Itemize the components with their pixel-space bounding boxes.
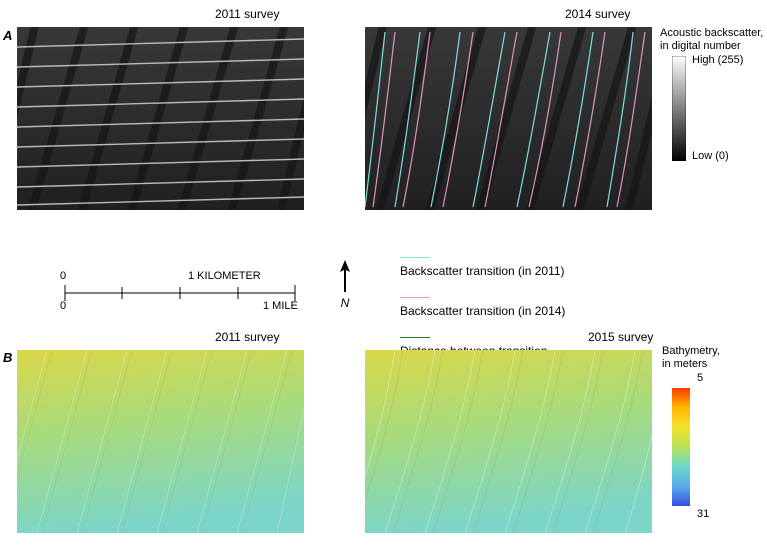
bathy-bottom-val: 31 — [697, 508, 709, 520]
backscatter-gradient-bar — [672, 56, 686, 161]
backscatter-2011-tile — [17, 27, 304, 210]
panel-b-left-title: 2011 survey — [215, 330, 279, 344]
bathy-top-val: 5 — [697, 372, 703, 384]
panel-a-left-title: 2011 survey — [215, 7, 279, 21]
north-arrow: N — [335, 260, 355, 310]
backscatter-2014-tile — [365, 27, 652, 210]
swatch-2011 — [400, 257, 430, 258]
scalebar-mile-label: 1 MILE — [263, 300, 298, 312]
bathymetry-2011-tile — [17, 350, 304, 533]
backscatter-high-label: High (255) — [692, 54, 743, 66]
panel-b-right-title: 2015 survey — [588, 330, 653, 344]
backscatter-legend-title1: Acoustic backscatter, — [660, 27, 763, 40]
legend-item-2014: Backscatter transition (in 2014) — [400, 290, 565, 318]
scalebar-zero-bottom: 0 — [60, 300, 66, 312]
bathy-gradient-bar — [672, 388, 690, 506]
panel-b-label: B — [3, 350, 12, 365]
swatch-distance — [400, 337, 430, 338]
north-label: N — [341, 296, 350, 310]
bathy-legend-title2: in meters — [662, 358, 707, 371]
legend-label-2011: Backscatter transition (in 2011) — [400, 264, 565, 278]
legend-label-2014: Backscatter transition (in 2014) — [400, 304, 565, 318]
panel-a-right-title: 2014 survey — [565, 7, 630, 21]
bathymetry-2015-tile — [365, 350, 652, 533]
swatch-2014 — [400, 297, 430, 298]
bathy-legend-title1: Bathymetry, — [662, 345, 720, 358]
backscatter-low-label: Low (0) — [692, 150, 729, 162]
legend-item-2011: Backscatter transition (in 2011) — [400, 250, 565, 278]
scalebar-km-label: 1 KILOMETER — [188, 270, 261, 282]
panel-a-label: A — [3, 28, 12, 43]
scalebar-zero-top: 0 — [60, 270, 66, 282]
backscatter-legend-title2: in digital number — [660, 40, 741, 53]
